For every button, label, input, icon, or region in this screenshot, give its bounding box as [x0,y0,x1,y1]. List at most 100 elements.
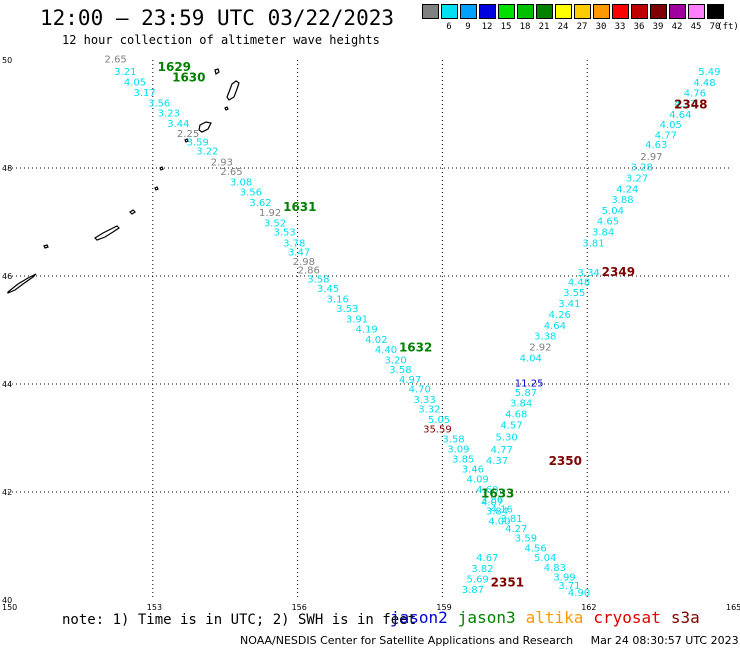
wave-height-label: 2.97 [640,152,662,163]
wave-height-label: 4.64 [669,110,691,121]
island [214,68,220,75]
lon-tick-label: 156 [292,603,307,612]
wave-height-label: 3.33 [413,395,435,406]
wave-height-label: 4.83 [544,563,566,574]
lat-tick-label: 48 [2,164,12,173]
coastline [7,68,240,294]
credit-text: NOAA/NESDIS Center for Satellite Applica… [240,634,574,647]
wave-height-label: 4.70 [409,385,431,396]
wave-height-label: 3.62 [249,198,271,209]
wave-height-label: 3.81 [500,514,522,525]
wave-height-label: 4.19 [356,325,378,336]
wave-height-label: 3.46 [462,465,484,476]
wave-height-label: 2.92 [529,343,551,354]
legend-swatch [498,4,515,19]
wave-height-label: 3.23 [158,109,180,120]
wave-height-label: 4.57 [500,420,522,431]
island [154,186,159,191]
wave-height-label: 5.04 [534,553,556,564]
island [159,166,164,171]
wave-height-label: 4.48 [568,278,590,289]
legend-label: 33 [614,22,626,32]
wave-height-label: 2.65 [105,55,127,66]
wave-height-label: 35.59 [423,425,452,436]
pass-time-label: 1631 [283,200,316,214]
wave-height-label: 4.27 [505,524,527,535]
legend-label: 21 [538,22,550,32]
legend-swatch [650,4,667,19]
legend-swatch [479,4,496,19]
wave-height-label: 5.05 [428,415,450,426]
wave-height-label: 4.76 [684,89,706,100]
island [224,106,229,111]
legend-swatch [574,4,591,19]
wave-height-label: 2.65 [220,167,242,178]
wave-height-label: 4.02 [365,335,387,346]
wave-height-label: 4.56 [524,543,546,554]
wave-height-label: 4.40 [375,345,397,356]
lat-tick-label: 50 [2,56,12,65]
wave-height-label: 3.86 [481,495,503,506]
pass-time-label: 2351 [491,576,524,590]
lon-tick-label: 150 [2,603,17,612]
wave-height-label: 3.53 [336,304,358,315]
wave-height-label: 4.26 [549,310,571,321]
note-text: note: 1) Time is in UTC; 2) SWH is in fe… [62,612,417,628]
island [129,209,136,215]
coast-hokkaido [7,273,37,294]
wave-height-label: 3.52 [264,218,286,229]
wave-height-label: 2.86 [298,265,320,276]
wave-height-label: 3.22 [196,147,218,158]
island [94,225,120,241]
satellite-name: cryosat [593,608,661,627]
legend-label: 18 [519,22,531,32]
lat-tick-label: 44 [2,380,12,389]
pass-time-label: 2348 [674,98,707,112]
wave-height-label: 4.68 [505,409,527,420]
wave-height-label: 2.98 [293,257,315,268]
wave-height-label: 3.85 [452,454,474,465]
wave-height-label: 4.64 [544,321,566,332]
island [184,138,189,143]
legend-unit: (ft) [717,22,739,32]
wave-height-label: 2.93 [211,157,233,168]
lon-tick-label: 153 [147,603,162,612]
pass-time-label: 1632 [399,341,432,355]
island [43,244,49,249]
wave-height-label: 4.37 [674,99,696,110]
wave-height-label: 5.49 [698,67,720,78]
legend-swatch [536,4,553,19]
legend-label: 45 [690,22,702,32]
wave-height-label: 3.59 [515,534,537,545]
pass-time-label: 1629 [158,60,191,74]
legend-swatch [422,4,439,19]
pass-time-label: 1633 [481,486,514,500]
lat-tick-label: 46 [2,272,12,281]
wave-height-label: 4.04 [520,353,542,364]
legend-label: 36 [633,22,645,32]
wave-height-label: 4.24 [616,184,638,195]
wave-height-label: 3.84 [592,228,614,239]
wave-height-label: 4.90 [568,588,590,599]
wave-height-label: 5.87 [515,388,537,399]
legend-swatch [631,4,648,19]
wave-height-label: 3.41 [558,299,580,310]
wave-height-label: 5.69 [467,575,489,586]
wave-height-label: 3.58 [307,274,329,285]
legend-label: 6 [446,22,452,32]
wave-height-labels: 2.653.214.053.173.563.233.442.253.593.22… [105,55,721,600]
wave-height-label: 3.45 [317,284,339,295]
page-title: 12:00 – 23:59 UTC 03/22/2023 [40,6,395,30]
legend-swatch [441,4,458,19]
wave-height-label: 4.77 [655,130,677,141]
page-subtitle: 12 hour collection of altimeter wave hei… [62,33,380,47]
legend-label: 39 [652,22,664,32]
wave-height-label: 4.60 [476,485,498,496]
pass-time-label: 2349 [602,265,635,279]
wave-height-label: 1.92 [259,208,281,219]
wave-height-label: 3.87 [462,585,484,596]
wave-height-label: 4.77 [491,445,513,456]
wave-height-label: 4.67 [476,553,498,564]
